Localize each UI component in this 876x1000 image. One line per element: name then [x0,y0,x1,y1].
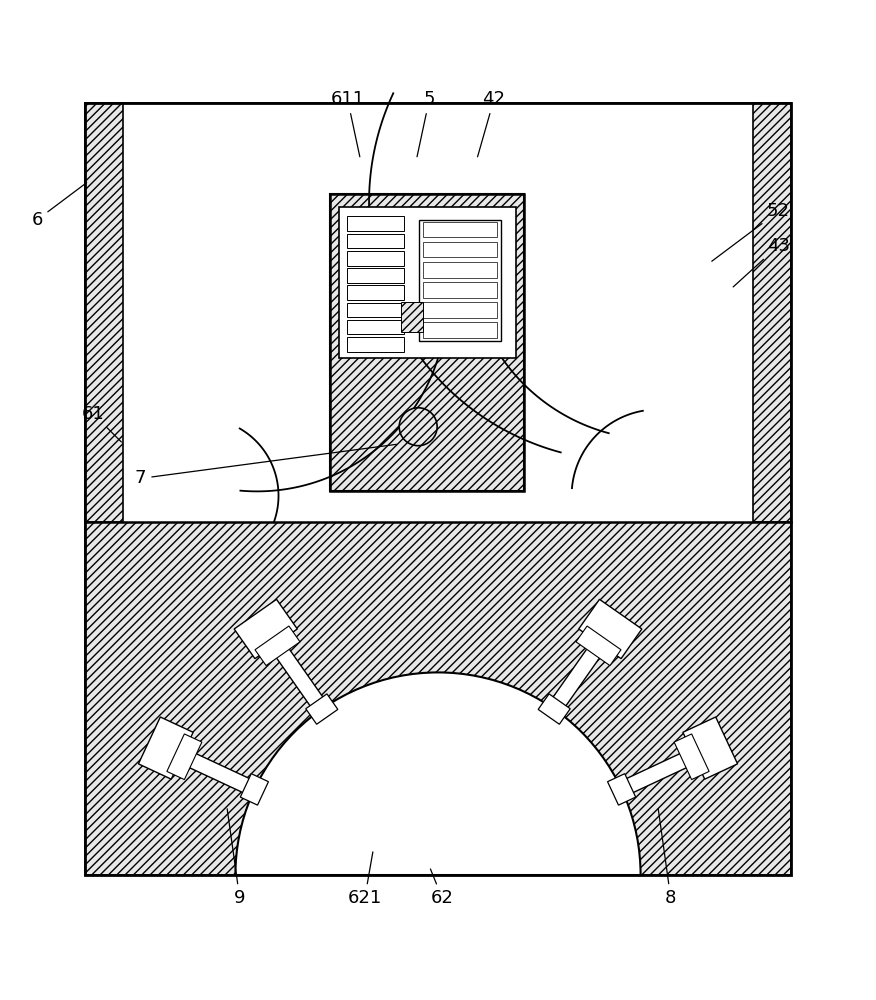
Text: 42: 42 [477,90,505,157]
Text: 5: 5 [417,90,435,157]
Polygon shape [618,744,707,796]
Bar [85,103,791,875]
Bar [348,320,404,334]
Bar [124,103,752,522]
Wedge shape [236,672,640,875]
Polygon shape [255,626,300,666]
Text: 62: 62 [430,869,454,907]
Bar [401,302,423,332]
Circle shape [399,408,437,446]
Bar [348,268,404,283]
Bar [330,194,524,491]
Text: 61: 61 [81,405,122,442]
Text: 43: 43 [733,237,790,287]
Text: 8: 8 [658,809,676,907]
Polygon shape [548,630,612,714]
Bar [348,216,404,231]
Bar [423,222,497,237]
Polygon shape [579,599,642,659]
Text: 611: 611 [330,90,364,157]
Polygon shape [138,717,193,779]
Polygon shape [675,734,709,780]
Polygon shape [306,694,338,724]
Bar [423,242,497,257]
Polygon shape [167,734,201,780]
Polygon shape [608,774,636,805]
Polygon shape [169,744,258,796]
Polygon shape [234,599,297,659]
Bar [348,251,404,266]
Text: 52: 52 [712,202,790,261]
Bar [85,103,124,522]
Text: 9: 9 [227,809,245,907]
Text: 621: 621 [348,852,382,907]
Bar [752,103,791,522]
Bar [423,282,497,298]
Text: 7: 7 [135,444,397,487]
Bar [348,303,404,317]
Polygon shape [683,717,738,779]
Bar [348,337,404,352]
Polygon shape [240,774,268,805]
Bar [423,302,497,318]
Polygon shape [264,630,328,714]
Bar [423,262,497,278]
Polygon shape [538,694,570,724]
Bar [339,207,516,358]
Text: 6: 6 [32,183,87,229]
Bar [85,103,791,875]
Bar [423,322,497,338]
Polygon shape [576,626,621,666]
Bar [419,220,501,341]
Bar [330,194,524,491]
Bar [348,234,404,248]
Bar [348,285,404,300]
